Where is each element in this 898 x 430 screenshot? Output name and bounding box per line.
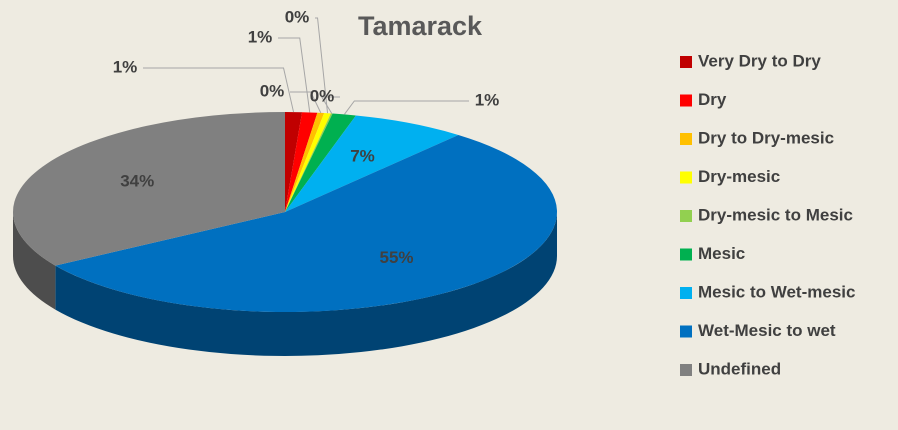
legend-label: Dry-mesic	[698, 167, 780, 186]
leader-line	[343, 100, 469, 115]
data-label: 34%	[120, 172, 154, 191]
legend-label: Wet-Mesic to wet	[698, 321, 836, 340]
legend-swatch	[680, 364, 692, 376]
leader-line	[320, 96, 340, 114]
data-label: 1%	[113, 57, 138, 76]
legend-swatch	[680, 248, 692, 261]
leader-line	[143, 67, 295, 113]
legend-label: Mesic to Wet-mesic	[698, 282, 855, 301]
chart-title: Tamarack	[358, 11, 483, 41]
pie-slice	[285, 112, 318, 212]
legend-swatch	[680, 325, 692, 338]
pie-side	[13, 212, 56, 310]
leader-line	[290, 91, 322, 114]
legend-label: Very Dry to Dry	[698, 51, 821, 70]
data-label: 7%	[350, 146, 375, 165]
leader-line	[278, 37, 311, 113]
legend-swatch	[680, 94, 692, 107]
legend-swatch	[680, 287, 692, 299]
data-label: 0%	[310, 86, 335, 105]
legend-label: Mesic	[698, 244, 745, 263]
legend-swatch	[680, 133, 692, 145]
data-label: 0%	[285, 7, 310, 26]
data-label: 1%	[475, 90, 500, 109]
legend-swatch	[680, 56, 692, 68]
pie-slice	[285, 113, 356, 212]
pie-slice	[285, 112, 303, 212]
pie-slice	[285, 112, 325, 212]
legend-swatch	[680, 210, 692, 222]
pie-slice	[285, 113, 331, 212]
pie-slice	[285, 113, 333, 212]
data-label: 1%	[248, 27, 273, 46]
pie-slice	[13, 111, 285, 266]
pie-slice	[55, 134, 558, 313]
pie-slice	[285, 115, 459, 212]
data-label: 0%	[260, 81, 285, 100]
data-label: 55%	[380, 248, 414, 267]
legend-label: Dry-mesic to Mesic	[698, 205, 853, 224]
leader-line	[315, 17, 329, 114]
legend-label: Undefined	[698, 359, 781, 378]
legend-label: Dry to Dry-mesic	[698, 128, 834, 147]
legend-swatch	[680, 171, 692, 184]
pie-side	[55, 212, 557, 356]
legend-label: Dry	[698, 90, 727, 109]
